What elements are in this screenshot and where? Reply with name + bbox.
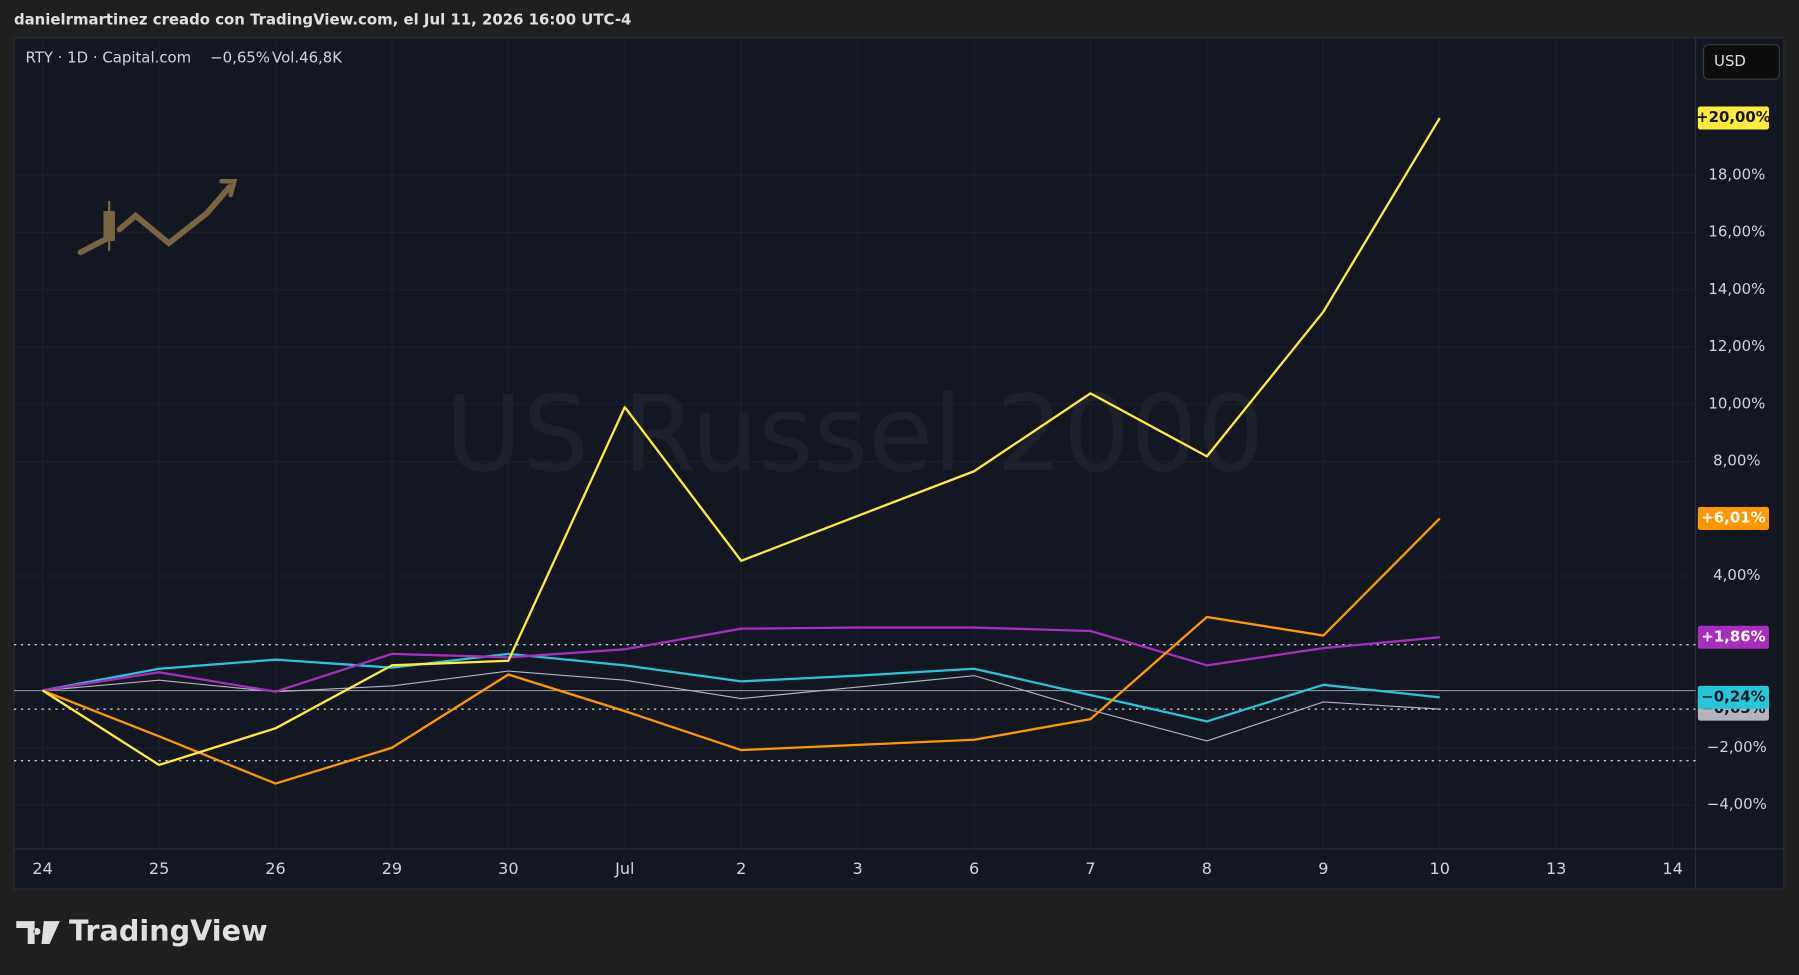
x-tick-label: 30 — [498, 859, 518, 878]
x-tick-label: 9 — [1318, 859, 1328, 878]
currency-button[interactable] — [1703, 44, 1780, 80]
x-tick-label: Jul — [614, 859, 634, 878]
last-value-label: +6,01% — [1701, 508, 1765, 526]
logo-icon — [77, 178, 238, 256]
watermark: US Russel 2000 — [445, 372, 1264, 495]
volume: Vol.46,8K — [272, 49, 343, 67]
last-value-label: +20,00% — [1696, 108, 1771, 126]
brand-logo — [16, 921, 60, 945]
x-tick-label: 6 — [969, 859, 979, 878]
y-tick-label: 18,00% — [1708, 165, 1765, 183]
y-tick-label: 10,00% — [1708, 394, 1765, 412]
x-tick-label: 29 — [382, 859, 402, 878]
last-value-badge — [1697, 507, 1769, 530]
change: −0,65% — [210, 49, 270, 67]
y-tick-label: −2,00% — [1707, 738, 1767, 756]
last-value-label: +1,86% — [1701, 627, 1765, 645]
series-line — [42, 626, 1440, 693]
last-value-badge — [1697, 625, 1769, 649]
x-tick-label: 26 — [265, 859, 285, 878]
series-line — [42, 117, 1441, 767]
symbol-info: RTY · 1D · Capital.com — [25, 49, 191, 67]
x-tick-label: 24 — [32, 859, 52, 878]
chart-pane — [13, 37, 1785, 890]
y-tick-label: 12,00% — [1708, 337, 1765, 355]
y-tick-label: 14,00% — [1708, 280, 1765, 298]
x-tick-label: 2 — [736, 859, 746, 878]
x-tick-label: 13 — [1546, 859, 1566, 878]
y-tick-label: 16,00% — [1708, 223, 1765, 241]
brand: TradingView — [69, 914, 268, 948]
caption: danielrmartinez creado con TradingView.c… — [14, 11, 631, 29]
y-tick-label: 8,00% — [1713, 452, 1760, 470]
series-line — [42, 652, 1440, 723]
x-tick-label: 7 — [1085, 859, 1095, 878]
y-tick-label: −4,00% — [1707, 795, 1767, 813]
last-value-badge — [1697, 685, 1769, 709]
y-tick-label: 4,00% — [1713, 566, 1760, 584]
x-tick-label: 8 — [1202, 859, 1212, 878]
series-line — [42, 517, 1441, 785]
x-tick-label: 14 — [1662, 859, 1682, 878]
x-tick-label: 10 — [1430, 859, 1450, 878]
last-value-label: −0,24% — [1701, 687, 1765, 705]
x-tick-label: 25 — [149, 859, 169, 878]
currency-label: USD — [1714, 52, 1746, 70]
last-value-badge — [1697, 106, 1769, 130]
x-tick-label: 3 — [853, 859, 863, 878]
